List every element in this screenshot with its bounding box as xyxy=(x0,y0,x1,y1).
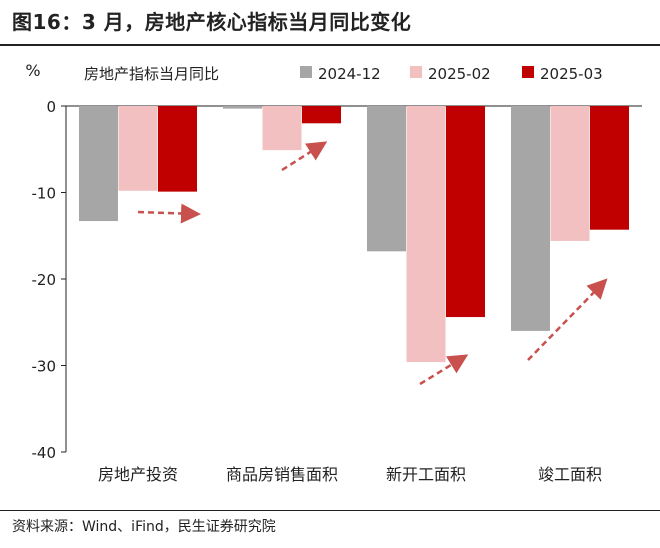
legend-title: 房地产指标当月同比 xyxy=(84,65,219,83)
bar-2024-12 xyxy=(79,106,118,222)
x-category-label: 商品房销售面积 xyxy=(226,465,338,484)
bar-2025-02 xyxy=(118,106,158,191)
y-tick-label: -10 xyxy=(32,185,57,203)
y-axis-unit: % xyxy=(25,61,40,80)
figure-title: 图16：3 月，房地产核心指标当月同比变化 xyxy=(12,10,412,34)
trend-arrows xyxy=(137,141,608,386)
legend-swatch xyxy=(522,66,534,78)
bar-2025-02 xyxy=(406,106,446,363)
trend-arrow xyxy=(527,278,608,361)
bar-2025-03 xyxy=(158,106,197,192)
axes: 0 -10 -20 -30 -40 房地产投资 商品房销售面积 新开工面积 竣工面积 xyxy=(32,98,642,484)
bars xyxy=(79,106,629,363)
legend-swatch xyxy=(300,66,312,78)
title-bar: 图16：3 月，房地产核心指标当月同比变化 xyxy=(0,0,660,44)
bar-2025-03 xyxy=(302,106,341,124)
footer-divider xyxy=(0,510,660,511)
bar-2024-12 xyxy=(223,106,262,109)
legend-swatch xyxy=(410,66,422,78)
title-divider xyxy=(0,44,660,46)
y-tick-label: -40 xyxy=(32,444,57,462)
bar-2024-12 xyxy=(367,106,406,252)
legend-label: 2025-02 xyxy=(428,65,491,83)
bar-2025-03 xyxy=(590,106,629,230)
x-category-label: 竣工面积 xyxy=(538,465,602,484)
bar-2025-02 xyxy=(550,106,590,241)
legend-label: 2025-03 xyxy=(540,65,603,83)
trend-arrow xyxy=(419,354,469,386)
bar-2025-03 xyxy=(446,106,485,318)
x-category-label: 新开工面积 xyxy=(386,465,466,484)
y-tick-label: -20 xyxy=(32,271,57,289)
bar-chart: % 房地产指标当月同比 2024-12 2025-02 2025-03 0 -10 -2… xyxy=(25,61,642,484)
legend-label: 2024-12 xyxy=(318,65,381,83)
source-note: 资料来源：Wind、iFind，民生证券研究院 xyxy=(12,519,276,535)
trend-arrow xyxy=(281,141,328,172)
y-tick-label: -30 xyxy=(32,358,57,376)
trend-arrow xyxy=(137,203,201,224)
y-tick-label: 0 xyxy=(46,98,56,116)
bar-2024-12 xyxy=(511,106,550,331)
bar-2025-02 xyxy=(262,106,302,151)
x-category-label: 房地产投资 xyxy=(98,465,178,484)
legend: 2024-12 2025-02 2025-03 xyxy=(300,65,603,83)
